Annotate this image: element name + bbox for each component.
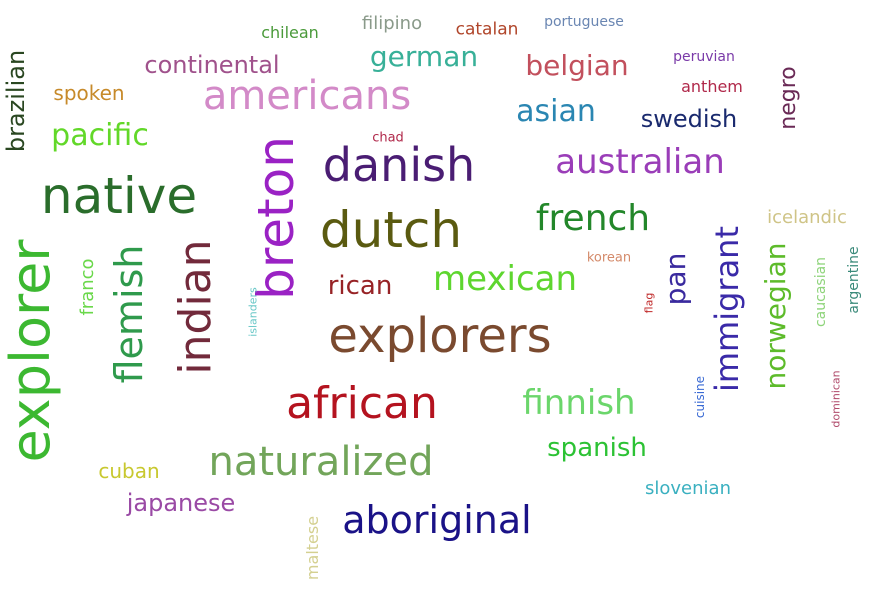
word-islanders: islanders [246,287,260,337]
word-dutch: dutch [319,201,463,259]
word-australian: australian [555,142,725,182]
word-german: german [369,40,479,73]
word-maltese: maltese [303,515,322,581]
word-japanese: japanese [126,489,236,517]
word-pan: pan [659,252,692,306]
word-negro: negro [776,66,801,130]
word-catalan: catalan [455,19,519,40]
word-asian: asian [516,94,596,129]
word-breton: breton [247,136,305,300]
word-korean: korean [586,250,632,266]
word-caucasian: caucasian [813,256,829,328]
word-portuguese: portuguese [544,14,624,30]
word-immigrant: immigrant [708,225,746,393]
word-spoken: spoken [53,81,125,105]
word-danish: danish [322,138,476,192]
word-naturalized: naturalized [208,439,434,485]
word-norwegian: norwegian [759,242,792,390]
word-cuban: cuban [98,459,160,483]
word-african: african [286,378,438,429]
word-americans: americans [202,73,412,119]
word-anthem: anthem [681,77,743,96]
word-brazilian: brazilian [2,49,30,153]
word-pacific: pacific [51,118,149,153]
word-aboriginal: aboriginal [342,498,532,542]
word-chad: chad [372,130,404,146]
word-spanish: spanish [547,433,647,463]
word-chilean: chilean [261,23,319,42]
word-french: french [535,198,651,239]
word-continental: continental [144,51,280,79]
word-cuisine: cuisine [693,375,707,419]
word-rican: rican [327,271,393,301]
word-franco: franco [77,258,98,316]
word-native: native [40,167,198,225]
word-swedish: swedish [640,105,738,133]
word-flemish: flemish [107,244,151,384]
word-indian: indian [170,239,221,375]
word-mexican: mexican [432,259,578,299]
word-explorer: explorer [0,239,62,463]
word-filipino: filipino [361,13,423,34]
word-belgian: belgian [525,49,629,82]
word-explorers: explorers [328,308,552,364]
word-finnish: finnish [522,383,636,423]
word-flag: flag [642,292,656,314]
word-argentine: argentine [846,246,862,314]
word-dominican: dominican [829,370,843,428]
word-slovenian: slovenian [645,478,731,499]
word-peruvian: peruvian [673,49,735,65]
word-icelandic: icelandic [767,207,847,228]
